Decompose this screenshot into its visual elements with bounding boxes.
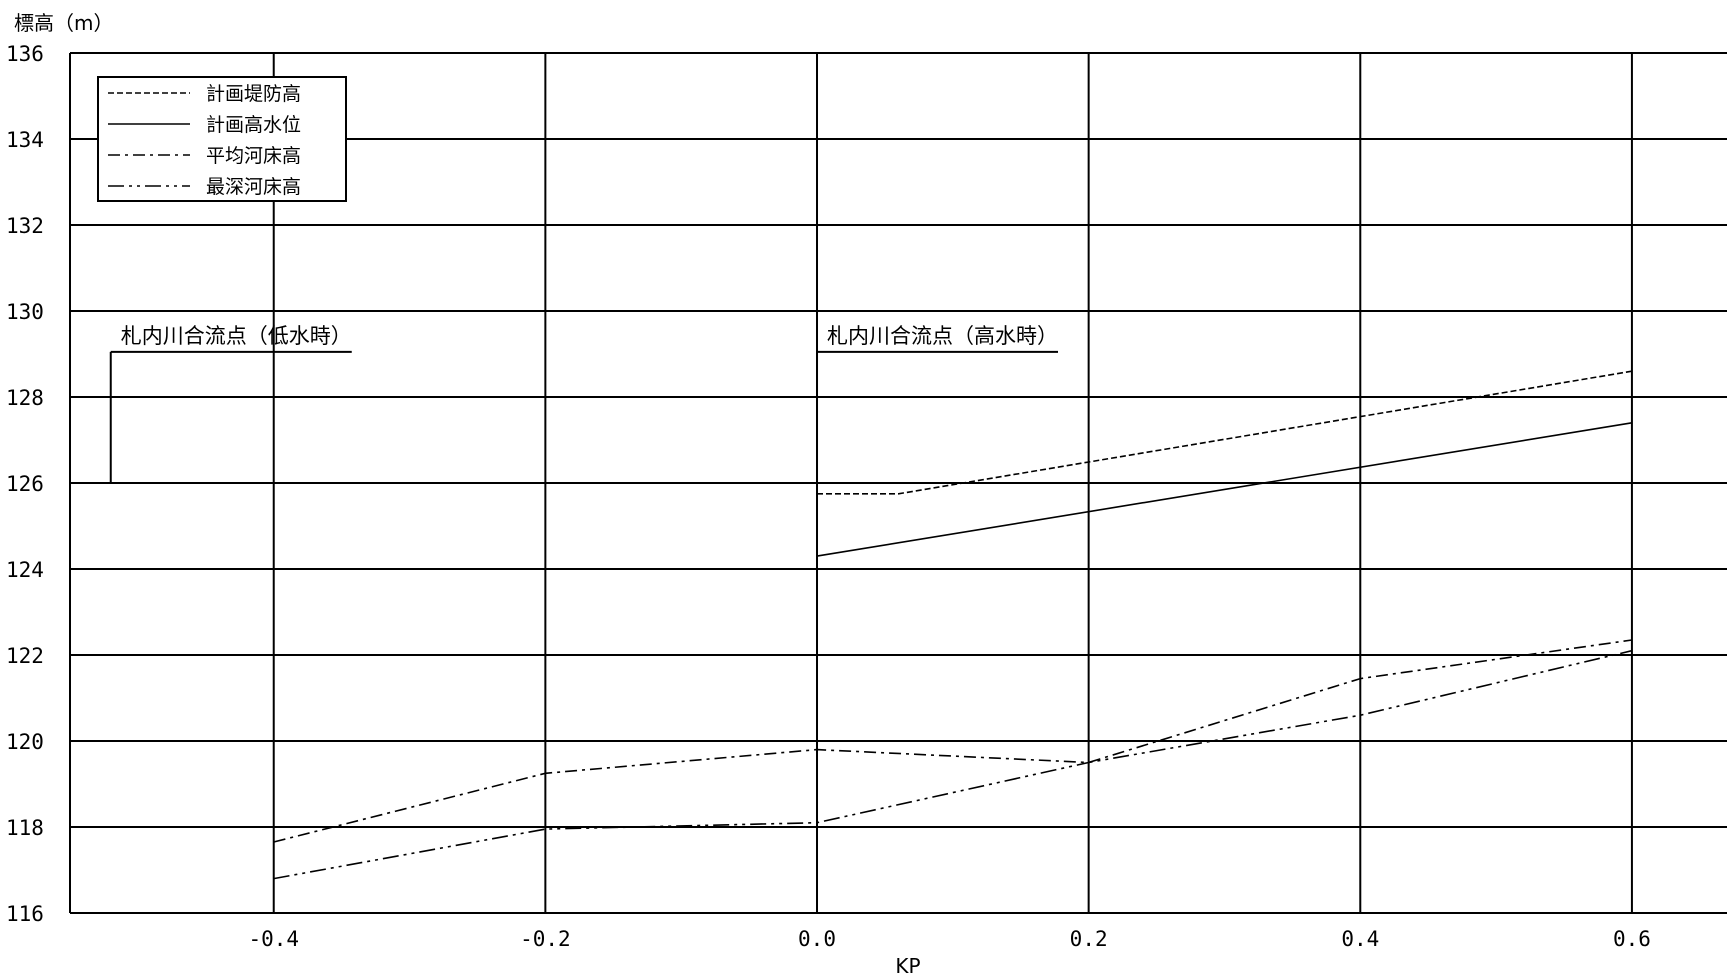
series-line-計画高水位 xyxy=(816,422,1633,557)
legend-label: 計画堤防高 xyxy=(206,83,301,105)
y-tick-label: 132 xyxy=(6,214,44,238)
y-tick-label: 136 xyxy=(6,42,44,66)
y-axis-title: 標高（m） xyxy=(14,11,113,35)
x-tick-label: 0.6 xyxy=(1613,927,1651,951)
series-line-最深河床高 xyxy=(273,649,1633,880)
series-line-計画堤防高 xyxy=(817,370,1633,495)
y-tick-label: 134 xyxy=(6,128,44,152)
y-tick-label: 126 xyxy=(6,472,44,496)
tick-labels: 116 118 120 122 124 126 128 130 132 134 136 -0.4 -0.… xyxy=(6,42,1651,951)
legend-label: 平均河床高 xyxy=(206,145,301,167)
x-tick-label: 0.2 xyxy=(1070,927,1108,951)
y-tick-label: 120 xyxy=(6,730,44,754)
legend-label: 計画高水位 xyxy=(206,114,301,136)
confluence-label: 札内川合流点（高水時） xyxy=(827,324,1058,348)
legend-label: 最深河床高 xyxy=(206,176,301,198)
y-tick-label: 128 xyxy=(6,386,44,410)
y-tick-label: 130 xyxy=(6,300,44,324)
x-tick-label: -0.2 xyxy=(520,927,571,951)
y-tick-label: 116 xyxy=(6,902,44,926)
axes-frame xyxy=(69,53,1727,914)
y-tick-label: 124 xyxy=(6,558,44,582)
x-axis-title: KP xyxy=(895,954,920,976)
y-tick-label: 118 xyxy=(6,816,44,840)
y-tick-label: 122 xyxy=(6,644,44,668)
x-tick-label: 0.4 xyxy=(1341,927,1379,951)
confluence-label: 札内川合流点（低水時） xyxy=(121,324,352,348)
x-tick-label: 0.0 xyxy=(798,927,836,951)
x-tick-label: -0.4 xyxy=(248,927,299,951)
data-series xyxy=(273,370,1633,880)
confluence-annotations: 札内川合流点（低水時） 札内川合流点（高水時） xyxy=(109,324,1059,483)
legend-box xyxy=(97,76,347,202)
series-line-平均河床高 xyxy=(273,639,1633,843)
